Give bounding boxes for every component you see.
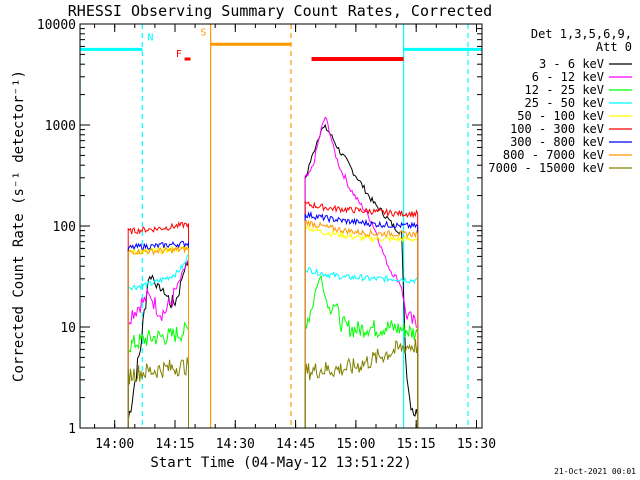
footer-timestamp: 21-Oct-2021 00:01 bbox=[554, 467, 636, 476]
x-tick-label-1: 14:15 bbox=[155, 437, 194, 452]
series-7 bbox=[127, 219, 419, 428]
y-tick-label-4: 10000 bbox=[37, 18, 76, 33]
x-tick-label-2: 14:30 bbox=[216, 437, 255, 452]
legend-label-3: 25 - 50 keV bbox=[525, 96, 604, 110]
legend-label-8: 7000 - 15000 keV bbox=[488, 161, 604, 175]
legend-label-2: 12 - 25 keV bbox=[525, 83, 604, 97]
annotation-F: F bbox=[176, 49, 182, 60]
y-tick-label-3: 1000 bbox=[45, 119, 76, 134]
series-3 bbox=[127, 253, 419, 428]
series-line-1-segment-0 bbox=[127, 258, 189, 428]
series-line-8-segment-1 bbox=[304, 338, 419, 428]
series-line-3-segment-0 bbox=[127, 253, 189, 428]
legend-label-1: 6 - 12 keV bbox=[532, 70, 604, 84]
series-line-6-segment-1 bbox=[304, 210, 419, 428]
series-2 bbox=[127, 274, 419, 428]
series-line-7-segment-0 bbox=[127, 245, 189, 428]
series-line-5-segment-0 bbox=[127, 221, 189, 428]
series-5 bbox=[127, 200, 419, 428]
x-tick-label-0: 14:00 bbox=[95, 437, 134, 452]
chart-title: RHESSI Observing Summary Count Rates, Co… bbox=[68, 2, 492, 20]
series-line-2-segment-1 bbox=[304, 274, 419, 428]
series-line-7-segment-1 bbox=[304, 219, 419, 428]
legend-label-4: 50 - 100 keV bbox=[517, 109, 604, 123]
legend-label-5: 100 - 300 keV bbox=[510, 122, 604, 136]
y-axis-label: Corrected Count Rate (s⁻¹ detector⁻¹) bbox=[11, 70, 27, 382]
x-tick-label-6: 15:30 bbox=[457, 437, 496, 452]
legend-label-6: 300 - 800 keV bbox=[510, 135, 604, 149]
annotation-N: N bbox=[147, 32, 153, 43]
series-line-8-segment-0 bbox=[127, 357, 189, 428]
x-tick-label-4: 15:00 bbox=[336, 437, 375, 452]
series-1 bbox=[127, 116, 419, 428]
series-8 bbox=[127, 338, 419, 428]
series-line-0-segment-0 bbox=[127, 260, 189, 428]
legend-header-line1: Det 1,3,5,6,9, bbox=[531, 27, 632, 41]
x-tick-label-5: 15:15 bbox=[397, 437, 436, 452]
x-tick-label-3: 14:45 bbox=[276, 437, 315, 452]
legend-label-7: 800 - 7000 keV bbox=[503, 148, 604, 162]
y-tick-label-1: 10 bbox=[60, 321, 76, 336]
y-tick-label-0: 1 bbox=[68, 422, 76, 437]
series-line-5-segment-1 bbox=[304, 200, 419, 428]
series-line-6-segment-0 bbox=[127, 240, 189, 428]
y-tick-label-2: 100 bbox=[53, 220, 76, 235]
legend-label-0: 3 - 6 keV bbox=[539, 57, 604, 71]
series-line-3-segment-1 bbox=[304, 267, 419, 428]
legend-header-line2: Att 0 bbox=[596, 40, 632, 54]
series-line-1-segment-1 bbox=[304, 116, 419, 428]
x-axis-label: Start Time (04-May-12 13:51:22) bbox=[150, 455, 411, 471]
series-line-2-segment-0 bbox=[127, 321, 189, 428]
annotation-S: S bbox=[200, 27, 206, 38]
series-6 bbox=[127, 210, 419, 428]
series-line-4-segment-1 bbox=[304, 224, 419, 428]
